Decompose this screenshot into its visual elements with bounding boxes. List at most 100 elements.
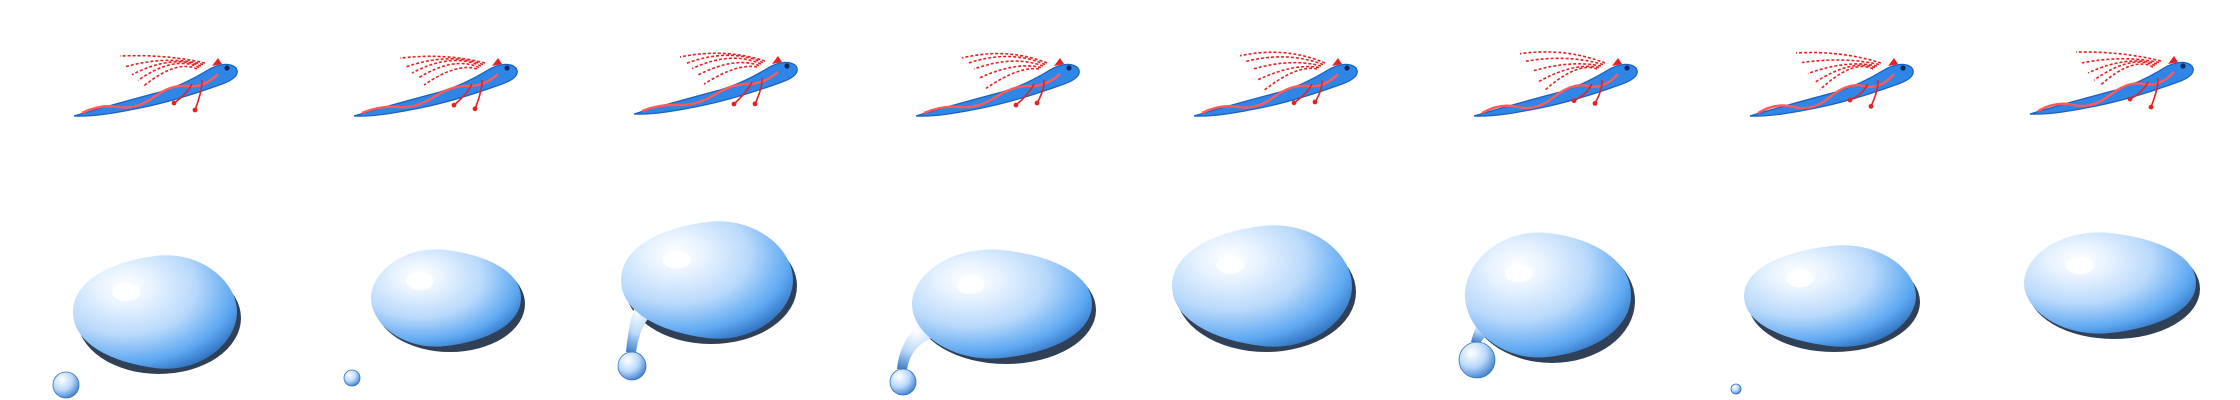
- tentacle-streamer: [137, 62, 200, 82]
- oarfish-body: [73, 63, 238, 117]
- tentacle-streamer: [973, 60, 1044, 70]
- tentacle-streamer: [1801, 59, 1880, 66]
- fin-tip: [1571, 98, 1577, 104]
- ventral-fin: [1036, 79, 1045, 104]
- tentacle-streamer: [2099, 63, 2154, 87]
- fin-tip: [1312, 99, 1318, 105]
- oarfish-sprite: [915, 52, 1080, 117]
- blob-droplet: [889, 368, 917, 396]
- blob-droplet: [52, 371, 80, 399]
- eye-icon: [2180, 63, 2186, 69]
- fin-tip: [472, 106, 478, 112]
- oarfish-body: [1749, 63, 1914, 117]
- dorsal-fin: [1757, 73, 1895, 115]
- fin-tip: [1847, 97, 1853, 103]
- tentacle-streamer: [679, 52, 766, 62]
- tentacle-streamer: [2093, 61, 2156, 81]
- blob-body: [371, 249, 521, 347]
- head-crest: [1054, 58, 1064, 66]
- oarfish-sprite: [2029, 51, 2194, 115]
- water-blob-sprite: [1458, 232, 1635, 379]
- eye-icon: [224, 65, 230, 71]
- eye-icon: [1900, 65, 1906, 71]
- ventral-fin: [474, 79, 483, 110]
- fin-tip: [192, 107, 198, 113]
- head-crest: [2168, 56, 2178, 64]
- fin-tip: [1013, 102, 1019, 108]
- oarfish-body: [1473, 63, 1638, 117]
- blob-droplet: [343, 369, 361, 387]
- tentacle-streamer: [1519, 51, 1606, 64]
- blob-body: [2024, 232, 2196, 334]
- oarfish-sprite: [353, 55, 518, 117]
- fin-tip: [1592, 100, 1598, 106]
- tentacle-streamer: [417, 62, 480, 79]
- blob-body: [73, 255, 237, 369]
- dorsal-fin: [1201, 73, 1339, 115]
- eye-icon: [1066, 65, 1072, 71]
- fin-tip: [1291, 100, 1297, 106]
- dorsal-fin: [2037, 71, 2175, 113]
- tentacle-streamer: [2087, 60, 2158, 74]
- ventral-fin: [1870, 79, 1879, 107]
- oarfish-sprite: [633, 52, 798, 115]
- tentacle-streamer: [143, 65, 198, 87]
- tentacle-streamer: [1531, 63, 1602, 72]
- tentacle-streamer: [1245, 56, 1324, 66]
- blob-body: [621, 221, 793, 339]
- oarfish-sprite: [1749, 51, 1914, 117]
- fin-tip: [1034, 100, 1040, 106]
- blob-body: [1744, 245, 1916, 347]
- water-blob-frame-row: [52, 221, 2200, 399]
- oarfish-body: [353, 63, 518, 117]
- fin-tip: [171, 100, 177, 106]
- tentacle-streamer: [1251, 61, 1322, 71]
- tentacle-streamer: [405, 58, 484, 68]
- dorsal-fin: [81, 73, 219, 115]
- oarfish-body: [915, 63, 1080, 117]
- dorsal-fin: [641, 71, 779, 113]
- tentacle-streamer: [1807, 63, 1878, 75]
- tentacle-streamer: [131, 60, 202, 76]
- tentacle-streamer: [1525, 57, 1604, 66]
- eye-icon: [504, 65, 510, 71]
- tentacle-streamer: [1257, 65, 1320, 81]
- ventral-fin: [1293, 83, 1313, 104]
- tentacle-streamer: [1795, 51, 1882, 64]
- tentacle-streamer: [2075, 51, 2162, 62]
- dorsal-fin: [923, 73, 1061, 115]
- blob-droplet: [1458, 341, 1496, 379]
- tentacle-streamer: [399, 55, 486, 64]
- oarfish-sprite: [1193, 51, 1358, 117]
- blob-droplet: [1730, 383, 1742, 395]
- dorsal-fin: [361, 73, 499, 115]
- tentacle-streamer: [119, 54, 206, 64]
- tentacle-streamer: [1239, 51, 1326, 64]
- dorsal-fin: [1481, 73, 1619, 115]
- water-blob-sprite: [1172, 225, 1356, 352]
- blob-body: [912, 249, 1092, 359]
- oarfish-body: [1193, 63, 1358, 117]
- tentacle-streamer: [979, 65, 1042, 79]
- blob-body: [1465, 232, 1631, 358]
- head-crest: [1888, 58, 1898, 66]
- blob-highlight: [2065, 256, 2094, 275]
- head-crest: [772, 56, 782, 64]
- tentacle-streamer: [691, 57, 762, 70]
- ventral-fin: [453, 83, 473, 106]
- blob-body: [1172, 225, 1352, 347]
- oarfish-sprite: [73, 54, 238, 117]
- oarfish-frame-row: [73, 51, 2194, 117]
- ventral-fin: [1015, 83, 1035, 106]
- fin-tip: [2127, 96, 2133, 102]
- tentacle-streamer: [1537, 65, 1600, 83]
- ventral-fin: [733, 81, 753, 105]
- blob-highlight: [956, 276, 985, 295]
- fin-tip: [2148, 104, 2154, 110]
- water-blob-sprite: [617, 221, 797, 381]
- fin-tip: [1868, 103, 1874, 109]
- ventral-fin: [173, 83, 193, 104]
- oarfish-body: [633, 61, 798, 115]
- ventral-fin: [754, 77, 763, 105]
- blob-highlight: [1504, 264, 1533, 283]
